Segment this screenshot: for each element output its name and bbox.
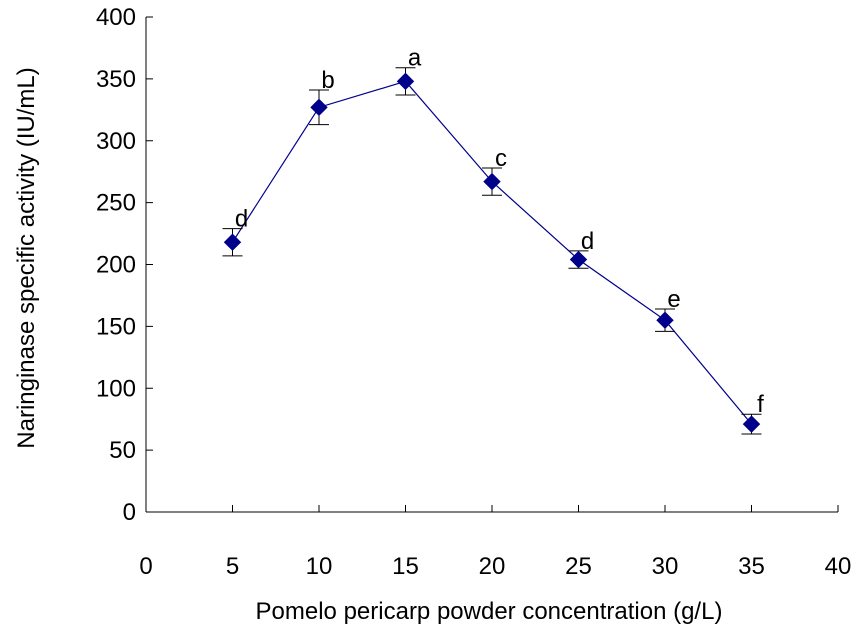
y-tick-label: 350 xyxy=(96,66,136,93)
data-point xyxy=(742,415,761,433)
x-tick-label: 0 xyxy=(139,553,152,580)
x-axis-label: Pomelo pericarp powder concentration (g/… xyxy=(256,598,723,625)
significance-letter: b xyxy=(321,67,334,94)
significance-letter: c xyxy=(495,145,507,172)
x-tick-label: 30 xyxy=(652,553,679,580)
y-axis-label: Naringinase specific activity (IU/mL) xyxy=(13,67,40,448)
y-tick-label: 300 xyxy=(96,128,136,155)
significance-letter: e xyxy=(667,286,680,313)
data-point xyxy=(223,233,242,251)
x-tick-label: 40 xyxy=(825,553,852,580)
significance-letter: f xyxy=(757,391,764,418)
significance-letter: d xyxy=(235,206,248,233)
series-line xyxy=(231,80,752,425)
axes xyxy=(145,17,838,513)
x-tick-label: 5 xyxy=(226,553,239,580)
significance-letter: d xyxy=(581,228,594,255)
x-tick-label: 15 xyxy=(392,553,419,580)
y-tick-label: 250 xyxy=(96,190,136,217)
y-tick-label: 0 xyxy=(123,499,136,526)
ticks: 0 50 100 150 200 250 300 350 400 0 5 10 15 20 25 30 35 40 xyxy=(96,4,851,580)
y-tick-label: 400 xyxy=(96,4,136,31)
data-point xyxy=(656,311,674,329)
y-tick-label: 200 xyxy=(96,252,136,279)
data-series: d b a c d e f xyxy=(222,45,764,435)
y-tick-label: 50 xyxy=(109,437,136,464)
significance-letter: a xyxy=(408,45,422,72)
data-point xyxy=(310,98,328,117)
y-tick-label: 100 xyxy=(96,375,136,402)
x-tick-label: 25 xyxy=(565,553,592,580)
y-tick-label: 150 xyxy=(96,313,136,340)
data-point xyxy=(396,72,415,91)
x-tick-label: 35 xyxy=(738,553,765,580)
x-tick-label: 20 xyxy=(479,553,506,580)
x-tick-label: 10 xyxy=(306,553,333,580)
data-point xyxy=(569,250,588,269)
data-point xyxy=(483,172,501,191)
